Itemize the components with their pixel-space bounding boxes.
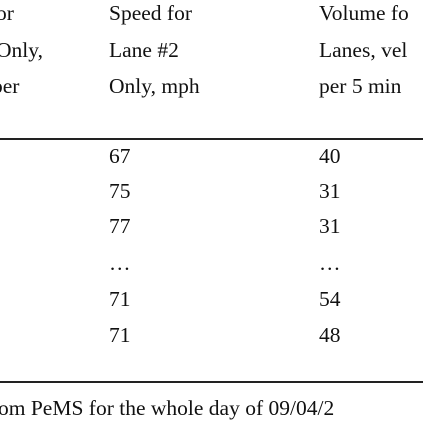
header-volume-line2: Lanes, vel <box>319 38 408 62</box>
header-speed-line3: Only, mph <box>109 74 200 98</box>
header-speed-line2: Lane #2 <box>109 38 179 62</box>
speed-cell: 75 <box>109 179 131 203</box>
header-speed-line1: Speed for <box>109 1 192 25</box>
volume-cell: 48 <box>319 323 341 347</box>
speed-cell: 77 <box>109 214 131 238</box>
volume-cell: … <box>319 251 341 275</box>
bottom-rule <box>0 381 423 383</box>
header-col1-line1: or <box>0 1 14 25</box>
volume-cell: 31 <box>319 179 341 203</box>
header-volume-line1: Volume fo <box>319 1 409 25</box>
table-caption: om PeMS for the whole day of 09/04/2 <box>0 396 335 420</box>
volume-cell: 31 <box>319 214 341 238</box>
header-col1-line2: Only, <box>0 38 43 62</box>
header-rule <box>0 138 423 140</box>
speed-cell: … <box>109 251 131 275</box>
volume-cell: 40 <box>319 144 341 168</box>
header-col1-line3: per <box>0 74 20 98</box>
speed-cell: 71 <box>109 323 131 347</box>
speed-cell: 71 <box>109 287 131 311</box>
speed-cell: 67 <box>109 144 131 168</box>
volume-cell: 54 <box>319 287 341 311</box>
header-volume-line3: per 5 min <box>319 74 402 98</box>
